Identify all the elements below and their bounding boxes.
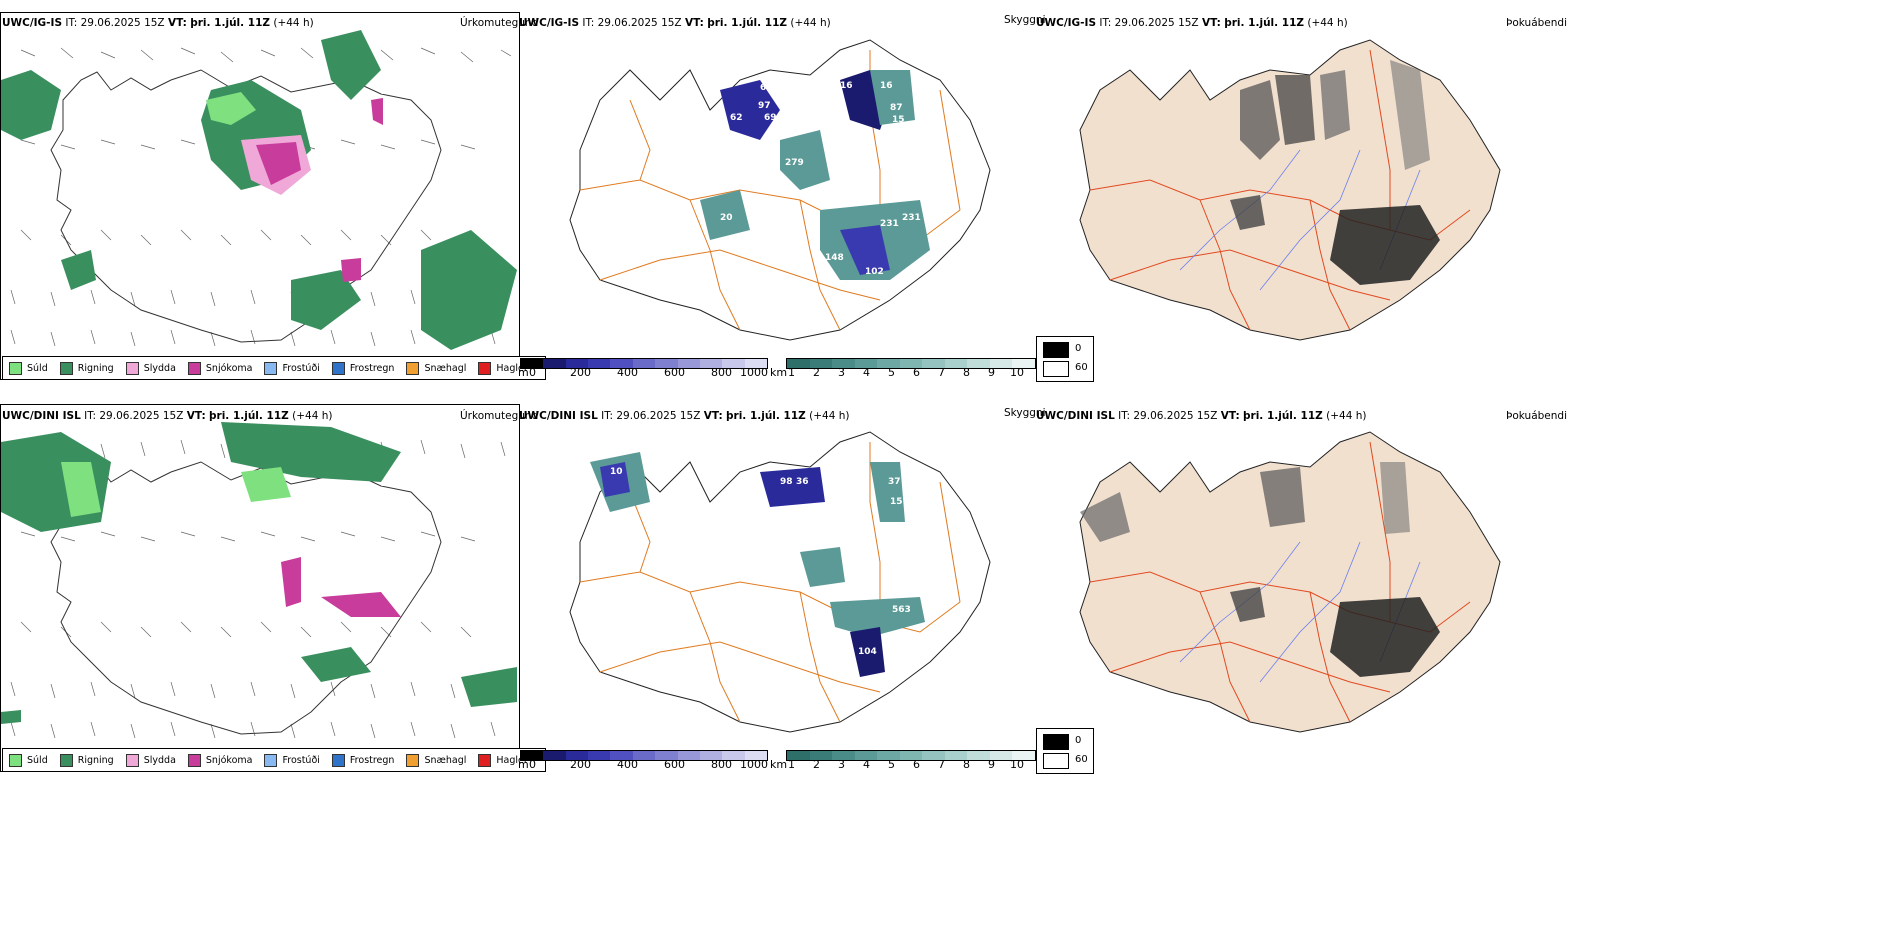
ceiling-ticks-top: m 0 200 400 600 800 1000: [518, 366, 768, 379]
legend-item: Frostúði: [264, 753, 320, 767]
fog-swatch-white: [1043, 361, 1069, 377]
legend-item: Rigning: [59, 361, 114, 375]
fog-map-top: [1079, 39, 1501, 341]
map-label: 20: [720, 213, 733, 223]
map-label: 16: [880, 81, 893, 91]
map-label: 102: [865, 267, 884, 277]
ceiling-colorbar-bottom: [520, 750, 768, 761]
legend-item: Haglél: [478, 361, 527, 375]
visibility-ticks-bottom: km 1 2 3 4 5 6 7 8 9 10: [770, 758, 1024, 771]
map-label: 279: [785, 158, 804, 168]
map-value-labels: 62 64 97 69 36 16 279 16 87 15 42 20 231…: [720, 81, 921, 277]
map-label: 563: [892, 605, 911, 615]
legend-item: Frostregn: [331, 753, 394, 767]
ceiling-areas: [590, 452, 925, 677]
road-network: [579, 442, 961, 723]
map-label: 104: [858, 647, 877, 657]
precip-map-top: [1, 30, 517, 350]
legend-item: Snæhagl: [406, 361, 466, 375]
header-bottom-middle: UWC/DINI ISL IT: 29.06.2025 15Z VT: þri.…: [519, 410, 850, 422]
ceiling-ticks-bottom: m 0 200 400 600 800 1000: [518, 758, 768, 771]
legend-swatch-snjokoma: [187, 361, 201, 375]
legend-swatch-frostudi: [264, 361, 278, 375]
map-label: 64: [760, 83, 773, 93]
legend-item: Rigning: [59, 753, 114, 767]
map-label: 231: [880, 219, 899, 229]
visibility-colorbar-top: [786, 358, 1036, 369]
legend-swatch-frostregn: [331, 361, 345, 375]
ceiling-title-bottom: Skyggni: [1004, 407, 1046, 419]
precip-title: Úrkomutegund: [460, 17, 539, 29]
fog-areas: [1230, 60, 1440, 285]
map-label: 36: [802, 83, 815, 93]
header-bottom-right: UWC/DINI ISL IT: 29.06.2025 15Z VT: þri.…: [1036, 410, 1367, 422]
ceiling-map-bottom: 10 37 98 36 15 563 104: [569, 431, 991, 733]
map-label: 16: [840, 81, 853, 91]
ceiling-colorbar-top: [520, 358, 768, 369]
precip-areas: [1, 30, 517, 350]
map-label: 69: [764, 113, 777, 123]
header-top-left: UWC/IG-IS IT: 29.06.2025 15Z VT: þri. 1.…: [2, 17, 314, 29]
precip-areas: [1, 422, 517, 724]
map-label: 148: [825, 253, 844, 263]
ceiling-areas: [700, 70, 930, 280]
visibility-colorbar-bottom: [786, 750, 1036, 761]
iceland-outline: [569, 39, 991, 341]
map-value-labels: 10 37 98 36 15 563 104: [610, 467, 911, 657]
legend-swatch-sudl: [9, 361, 22, 375]
map-label: 97: [758, 101, 771, 111]
fog-legend-top: 0 60: [1036, 336, 1094, 382]
fog-areas: [1080, 462, 1440, 677]
map-label: 37: [888, 477, 901, 487]
map-label: 87: [890, 103, 903, 113]
precip-legend-top: Súld Rigning Slydda Snjókoma Frostúði Fr…: [2, 356, 546, 380]
legend-item: Snæhagl: [406, 753, 466, 767]
header-top-right: UWC/IG-IS IT: 29.06.2025 15Z VT: þri. 1.…: [1036, 17, 1348, 29]
fog-swatch-black: [1043, 342, 1069, 358]
map-label: 15: [892, 115, 905, 125]
precip-legend-bottom: Súld Rigning Slydda Snjókoma Frostúði Fr…: [2, 748, 546, 772]
fog-title: Þokuábendi: [1506, 17, 1567, 29]
fog-map-bottom: [1079, 431, 1501, 733]
precip-map-bottom: [1, 422, 517, 739]
legend-item: Slydda: [125, 361, 176, 375]
legend-item: Frostúði: [264, 361, 320, 375]
map-label: 42: [850, 171, 863, 181]
map-label: 10: [610, 467, 623, 477]
legend-swatch-haglel: [478, 361, 492, 375]
legend-item: Snjókoma: [187, 753, 252, 767]
legend-item: Frostregn: [331, 361, 394, 375]
iceland-outline: [50, 69, 442, 343]
legend-item: Haglél: [478, 753, 527, 767]
map-label: 36: [796, 477, 809, 487]
legend-item: Súld: [9, 361, 48, 375]
legend-swatch-slydda: [125, 361, 139, 375]
ceiling-title: Skyggni: [1004, 14, 1046, 26]
ceiling-map-top: 62 64 97 69 36 16 279 16 87 15 42 20 231…: [569, 39, 991, 341]
map-label: 98: [780, 477, 793, 487]
legend-swatch-rigning: [59, 361, 73, 375]
map-label: 15: [890, 497, 903, 507]
precip-title-bottom: Úrkomutegund: [460, 410, 539, 422]
header-top-middle: UWC/IG-IS IT: 29.06.2025 15Z VT: þri. 1.…: [519, 17, 831, 29]
legend-item: Súld: [9, 753, 48, 767]
map-label: 62: [730, 113, 743, 123]
header-bottom-left: UWC/DINI ISL IT: 29.06.2025 15Z VT: þri.…: [2, 410, 333, 422]
wind-barbs: [10, 439, 506, 739]
model-name: UWC/IG-IS: [2, 17, 63, 29]
fog-title-bottom: Þokuábendi: [1506, 410, 1567, 422]
legend-item: Slydda: [125, 753, 176, 767]
map-label: 231: [902, 213, 921, 223]
fog-legend-bottom: 0 60: [1036, 728, 1094, 774]
legend-item: Snjókoma: [187, 361, 252, 375]
visibility-ticks-top: km 1 2 3 4 5 6 7 8 9 10: [770, 366, 1024, 379]
legend-swatch-snaehagl: [406, 361, 420, 375]
